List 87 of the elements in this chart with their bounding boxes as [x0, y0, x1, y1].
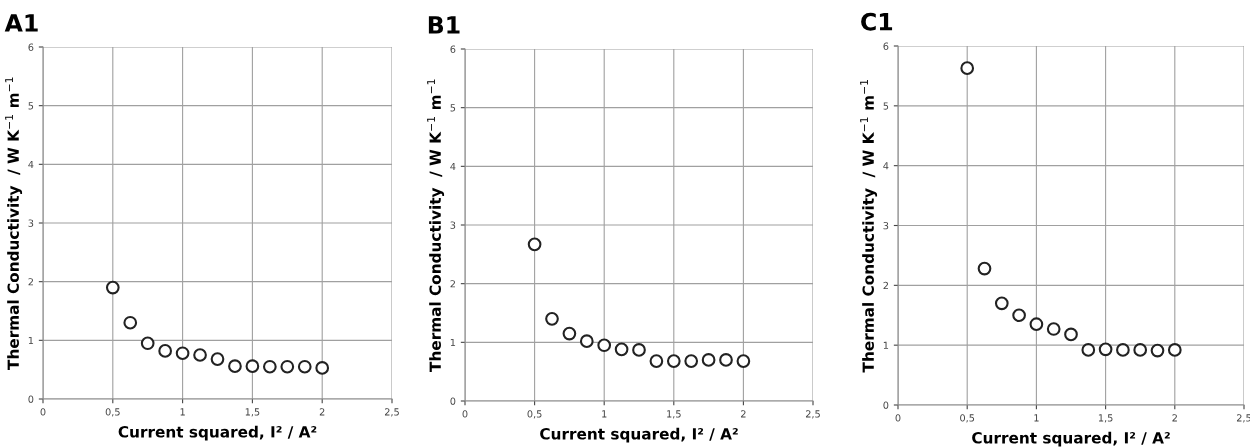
point: [960, 61, 975, 75]
point: [1046, 322, 1061, 336]
point: [245, 359, 260, 373]
x-tick-label: 2,5: [805, 410, 820, 419]
chart-title: C1: [861, 12, 893, 31]
point: [297, 359, 312, 374]
point: [1064, 327, 1078, 342]
y-tick-label: 3: [883, 221, 889, 230]
point: [280, 359, 295, 374]
chart-title: A1: [4, 14, 38, 32]
point: [1133, 343, 1148, 357]
x-axis-title: Current squared, I² / A²: [118, 425, 317, 441]
point: [597, 338, 612, 353]
y-tick-label: 4: [883, 162, 889, 170]
point: [123, 315, 138, 330]
x-tick-label: 2: [1172, 414, 1177, 422]
x-tick-label: 2,5: [384, 408, 399, 417]
x-tick-label: 1,5: [1098, 414, 1113, 423]
point: [263, 359, 277, 374]
point: [994, 296, 1009, 311]
x-axis-title: Current squared, I² / A²: [540, 427, 738, 443]
point: [1167, 343, 1182, 357]
chart-title: B1: [428, 16, 460, 34]
x-axis-title: Current squared, I² / A²: [972, 431, 1170, 447]
x-tick-label: 2,5: [1236, 414, 1250, 423]
point: [649, 354, 664, 368]
y-axis-title: Thermal Conductivity / W K$^{−1}$ m$^{−1}$: [5, 77, 23, 370]
point: [701, 353, 716, 367]
y-tick-label: 3: [28, 219, 34, 227]
x-tick-label: 2: [741, 410, 746, 418]
point: [614, 342, 629, 357]
point: [977, 261, 992, 276]
point: [1150, 343, 1165, 358]
y-tick-label: 5: [28, 102, 34, 110]
point: [193, 348, 207, 362]
point: [1029, 317, 1044, 332]
y-tick-label: 1: [450, 338, 456, 347]
y-axis-title: Thermal Conductivity / W K$^{−1}$ m$^{−1}$: [860, 80, 878, 373]
x-tick-label: 0: [895, 414, 901, 422]
y-tick-label: 6: [450, 45, 456, 53]
point: [719, 353, 733, 367]
y-tick-label: 2: [450, 280, 455, 288]
point: [105, 280, 120, 295]
y-tick-label: 4: [450, 162, 456, 171]
y-tick-label: 5: [883, 102, 889, 110]
point: [140, 336, 155, 351]
point: [1012, 308, 1026, 323]
y-axis-title: Thermal Conductivity / W K$^{−1}$ m$^{−1}$: [427, 79, 445, 372]
point: [210, 352, 225, 366]
y-tick-label: 6: [883, 42, 889, 50]
point: [158, 344, 172, 358]
x-tick-label: 0,5: [527, 410, 542, 419]
x-tick-label: 1,5: [245, 408, 260, 417]
point: [684, 354, 699, 368]
y-tick-label: 2: [883, 281, 888, 290]
y-tick-label: 3: [450, 221, 456, 229]
point: [175, 346, 190, 361]
y-tick-label: 1: [883, 341, 889, 349]
y-tick-label: 4: [28, 160, 34, 169]
point: [632, 343, 646, 357]
x-tick-label: 0: [40, 408, 46, 416]
point: [1098, 342, 1113, 357]
y-tick-label: 0: [450, 397, 456, 405]
point: [545, 312, 559, 326]
x-tick-label: 1,5: [667, 410, 681, 419]
point: [736, 354, 751, 368]
point: [579, 334, 594, 349]
point: [228, 359, 242, 373]
x-tick-label: 0: [462, 410, 468, 418]
y-tick-label: 1: [28, 336, 34, 345]
x-tick-label: 1: [1034, 414, 1039, 422]
y-tick-label: 0: [883, 401, 889, 409]
y-tick-label: 0: [28, 395, 34, 403]
x-tick-label: 1: [180, 408, 185, 416]
y-tick-label: 2: [28, 278, 33, 286]
x-tick-label: 1: [602, 410, 607, 418]
point: [315, 361, 330, 375]
point: [1081, 343, 1096, 357]
point: [666, 354, 681, 368]
y-tick-label: 6: [28, 43, 34, 51]
point: [1116, 343, 1130, 357]
point: [527, 237, 542, 252]
x-tick-label: 0,5: [960, 414, 975, 423]
x-tick-label: 2: [319, 408, 325, 416]
y-tick-label: 5: [450, 104, 456, 112]
x-tick-label: 0,5: [105, 408, 120, 417]
point: [562, 326, 577, 341]
